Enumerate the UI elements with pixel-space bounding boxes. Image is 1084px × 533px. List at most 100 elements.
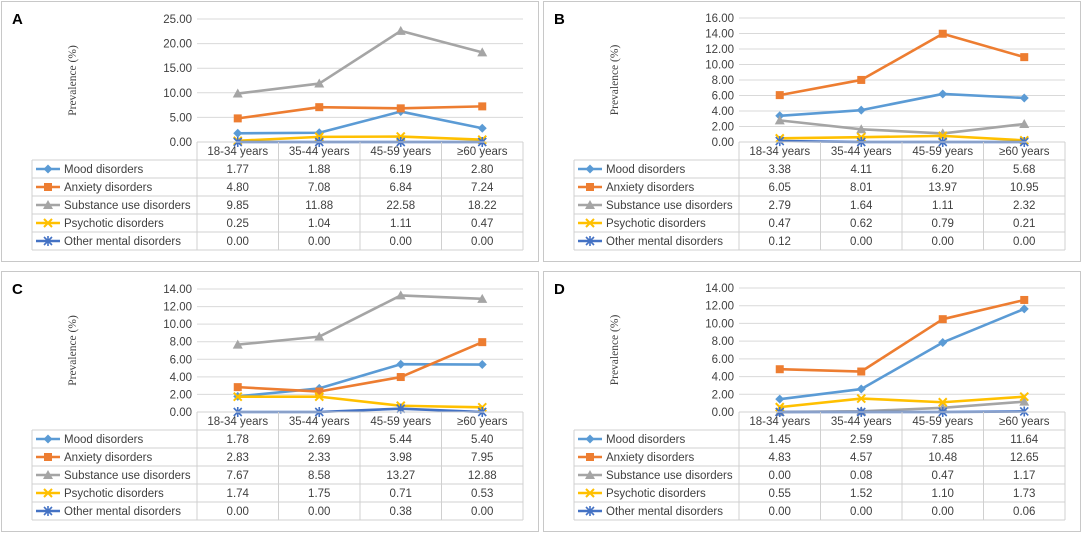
table-cell-value: 1.78 xyxy=(227,434,249,446)
data-point xyxy=(477,123,487,133)
y-tick-labels: 14.00 12.00 10.00 8.00 6.00 4.00 2.00 0.00 xyxy=(705,283,734,419)
data-point xyxy=(477,360,487,370)
table-cell-value: 12.65 xyxy=(1010,452,1039,464)
y-tick-label: 0.00 xyxy=(712,137,734,149)
table-cell-value: 1.17 xyxy=(1013,470,1035,482)
data-point xyxy=(856,393,866,404)
legend-entry-label: Psychotic disorders xyxy=(606,488,706,500)
series-line-2 xyxy=(237,294,483,346)
data-point xyxy=(1019,93,1029,103)
table-cell-value: 0.00 xyxy=(932,236,954,248)
series-lines xyxy=(232,290,488,417)
data-point xyxy=(775,365,784,374)
series-lines xyxy=(774,29,1030,147)
table-cell-value: 3.38 xyxy=(769,164,791,176)
y-tick-label: 12.00 xyxy=(705,44,734,56)
table-cell-value: 4.11 xyxy=(850,164,872,176)
legend-entry-label: Substance use disorders xyxy=(64,470,191,482)
table-cell-value: 1.04 xyxy=(308,218,331,230)
x-category-label: 18-34 years xyxy=(749,416,810,428)
legend-key-marker xyxy=(43,470,53,479)
legend-key-marker xyxy=(44,183,52,191)
chart-b: B Prevalence (%) 16.00 14.00 12.00 10.00 8.00 6… xyxy=(554,11,1066,251)
data-point xyxy=(857,75,866,84)
table-cell-value: 6.20 xyxy=(932,164,954,176)
y-tick-labels: 14.00 12.00 10.00 8.00 6.00 4.00 2.00 0.00 xyxy=(163,284,192,419)
legend-key-marker xyxy=(43,200,53,209)
legend-entry-label: Other mental disorders xyxy=(64,236,181,248)
data-point xyxy=(938,29,947,38)
table-cell-value: 7.67 xyxy=(227,470,249,482)
x-category-label: ≥60 years xyxy=(457,146,508,158)
legend-key-marker xyxy=(585,236,595,246)
table-cell-value: 4.57 xyxy=(850,452,872,464)
table-cell-value: 0.00 xyxy=(1013,236,1035,248)
table-cell-value: 0.00 xyxy=(308,506,330,518)
panel-label: A xyxy=(12,11,23,28)
table-cell-value: 0.00 xyxy=(390,236,412,248)
y-tick-label: 8.00 xyxy=(712,336,734,348)
series-line-3 xyxy=(779,395,1025,409)
y-tick-label: 8.00 xyxy=(170,337,192,349)
table-cell-value: 0.38 xyxy=(390,506,412,518)
data-point xyxy=(477,47,488,57)
table-cell-value: 0.79 xyxy=(932,218,954,230)
legend-entry-label: Psychotic disorders xyxy=(64,488,164,500)
table-cell-value: 0.47 xyxy=(471,218,493,230)
table-cell-value: 2.69 xyxy=(308,434,330,446)
series-markers-1 xyxy=(775,295,1029,376)
y-tick-labels: 16.00 14.00 12.00 10.00 8.00 6.00 4.00 2.00 0.00 xyxy=(705,13,734,149)
x-category-label: 35-44 years xyxy=(831,416,892,428)
series-line-0 xyxy=(237,362,483,398)
data-point xyxy=(478,338,487,347)
panel-c: C Prevalence (%) 14.00 12.00 10.00 8.00 6.00 4.… xyxy=(1,271,539,532)
gridlines xyxy=(739,17,1065,143)
data-point xyxy=(1019,391,1029,402)
data-point xyxy=(395,290,406,300)
table-cell-value: 0.62 xyxy=(850,218,872,230)
legend-key-marker xyxy=(586,183,594,191)
table-cell-value: 0.00 xyxy=(308,236,330,248)
y-tick-label: 12.00 xyxy=(163,302,192,314)
chart-d: D Prevalence (%) 14.00 12.00 10.00 8.00 6.00 4.… xyxy=(554,281,1066,521)
data-point xyxy=(938,397,948,407)
legend-key-marker xyxy=(43,236,53,246)
y-tick-label: 4.00 xyxy=(170,372,192,384)
series-line-1 xyxy=(779,298,1025,373)
table-cell-value: 0.06 xyxy=(1013,506,1035,518)
x-category-label: 35-44 years xyxy=(289,416,350,428)
legend-key-marker xyxy=(585,488,595,498)
y-tick-label: 0.00 xyxy=(170,407,192,419)
series-markers-2 xyxy=(232,25,488,98)
legend-entry-label: Anxiety disorders xyxy=(606,452,694,464)
legend-key-marker xyxy=(585,200,595,209)
table-cell-value: 0.55 xyxy=(769,488,791,500)
y-tick-label: 14.00 xyxy=(705,283,734,295)
x-category-label: 45-59 years xyxy=(912,416,973,428)
legend-key-marker xyxy=(43,434,53,444)
panel-label: B xyxy=(554,11,565,28)
table-cell-value: 0.00 xyxy=(769,506,791,518)
y-tick-label: 12.00 xyxy=(705,301,734,313)
legend-key-marker xyxy=(585,470,595,479)
data-point xyxy=(477,293,488,303)
table-cell-value: 0.00 xyxy=(850,506,872,518)
series-line-2 xyxy=(779,119,1025,135)
x-category-label: ≥60 years xyxy=(457,416,508,428)
x-category-label: 18-34 years xyxy=(207,146,268,158)
data-point xyxy=(396,373,405,382)
legend-entry-label: Other mental disorders xyxy=(64,506,181,518)
table-cell-value: 6.19 xyxy=(390,164,412,176)
y-tick-labels: 25.00 20.00 15.00 10.00 5.00 0.00 xyxy=(163,14,192,149)
y-tick-label: 10.00 xyxy=(705,60,734,72)
data-point xyxy=(478,102,487,111)
series-markers-0 xyxy=(775,304,1029,404)
data-point xyxy=(232,339,243,349)
y-tick-label: 0.00 xyxy=(712,407,734,419)
y-tick-label: 14.00 xyxy=(705,29,734,41)
legend-key-marker xyxy=(586,453,594,461)
y-tick-label: 5.00 xyxy=(170,112,192,124)
series-line-4 xyxy=(237,407,483,414)
data-point xyxy=(775,91,784,100)
